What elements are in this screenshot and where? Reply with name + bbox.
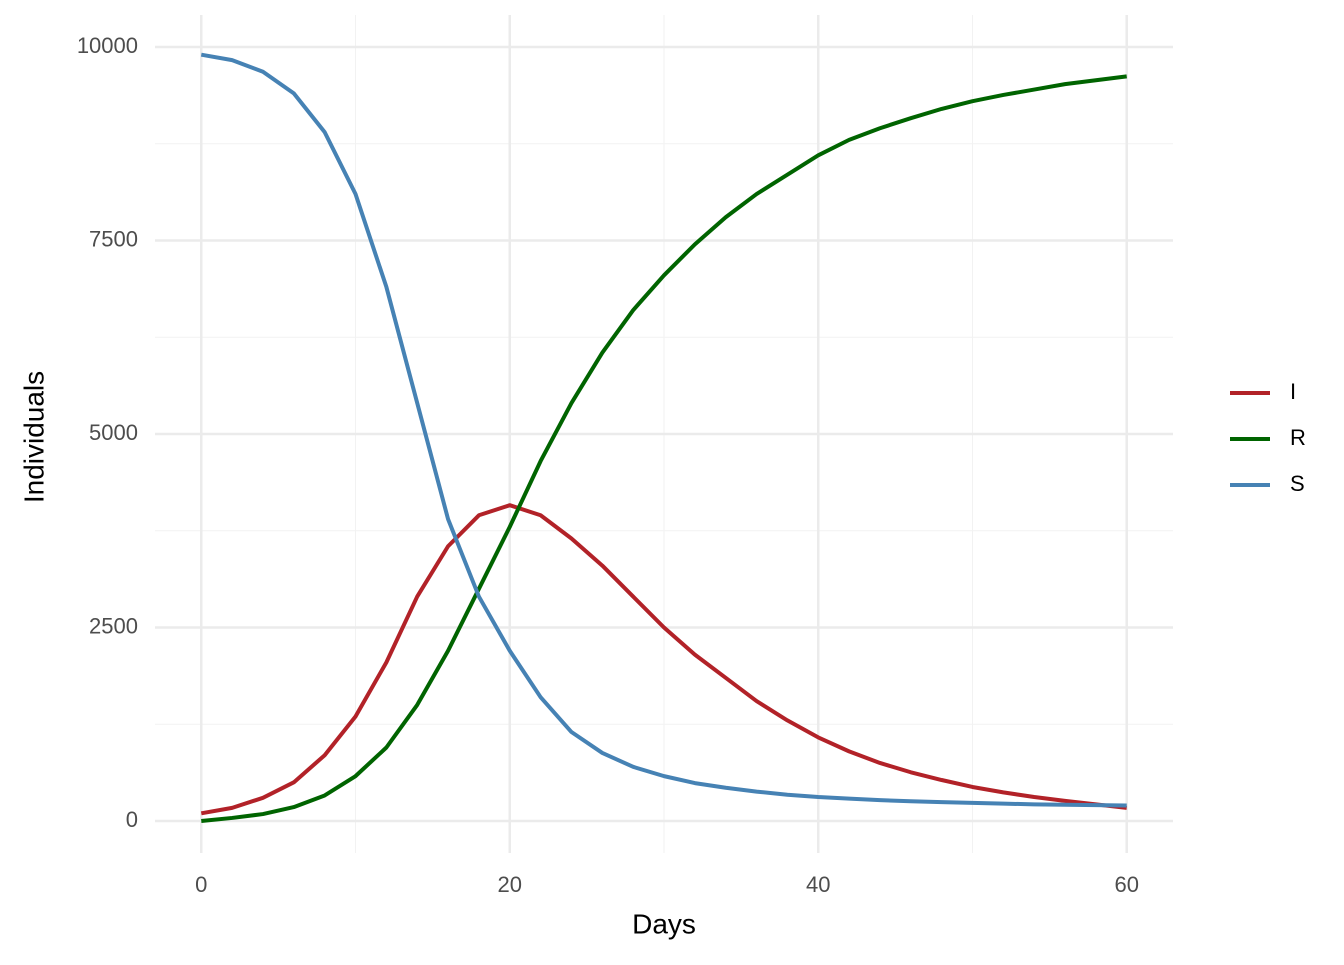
y-tick-label: 0: [126, 807, 138, 832]
y-tick-label: 2500: [89, 613, 138, 638]
series-line: [200, 52, 1127, 808]
x-tick-label: 0: [195, 872, 207, 897]
x-tick-label: 60: [1114, 872, 1138, 897]
x-axis-title: Days: [632, 908, 696, 939]
legend-label: S: [1290, 471, 1305, 496]
x-tick-label: 20: [498, 872, 522, 897]
x-tick-label: 40: [806, 872, 830, 897]
series-line: [200, 503, 1127, 816]
legend-label: R: [1290, 425, 1306, 450]
series-line: [201, 74, 1127, 824]
y-tick-label: 10000: [77, 33, 138, 58]
legend-label: I: [1290, 379, 1296, 404]
y-tick-label: 5000: [89, 420, 138, 445]
y-tick-label: 7500: [89, 226, 138, 251]
y-axis-title: Individuals: [18, 371, 49, 503]
